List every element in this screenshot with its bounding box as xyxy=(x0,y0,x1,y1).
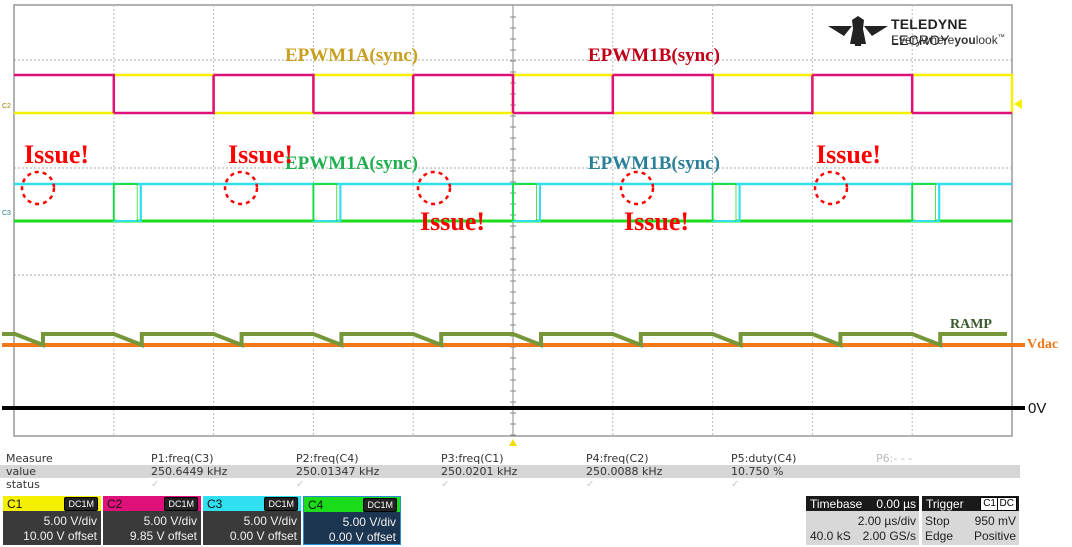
teledyne-logo-icon xyxy=(828,16,888,46)
param-value-p3: 250.0201 kHz xyxy=(441,465,518,478)
issue-marker-icon xyxy=(813,170,849,206)
channel-name: C4 xyxy=(308,498,324,512)
param-value-p5: 10.750 % xyxy=(731,465,784,478)
channel-header: C2 DC1M xyxy=(103,496,201,511)
volts-per-div: 5.00 V/div xyxy=(43,514,97,528)
param-value-p2: 250.01347 kHz xyxy=(296,465,380,478)
teledyne-lecroy-logo: TELEDYNE LECROY Everywhereyoulook™ xyxy=(828,14,1018,50)
channel-header: C3 DC1M xyxy=(203,496,301,511)
measure-value-row: value 250.6449 kHz 250.01347 kHz 250.020… xyxy=(0,465,1020,478)
status-check-icon: ✓ xyxy=(296,479,305,490)
param-name-p4[interactable]: P4:freq(C2) xyxy=(586,452,649,465)
trigger-title: Trigger xyxy=(926,497,964,511)
timebase-delay: 0.00 µs xyxy=(876,497,916,511)
volts-per-div: 5.00 V/div xyxy=(342,515,396,529)
issue-label: Issue! xyxy=(228,140,294,169)
channel-offset: 10.00 V offset xyxy=(23,529,97,543)
annotation-epwm1b-top: EPWM1B(sync) xyxy=(588,45,720,66)
svg-text:C2: C2 xyxy=(2,103,11,110)
measurement-table: Measure P1:freq(C3) P2:freq(C4) P3:freq(… xyxy=(0,450,1072,492)
param-name-p2[interactable]: P2:freq(C4) xyxy=(296,452,359,465)
channel-name: C2 xyxy=(107,497,123,511)
param-name-p1[interactable]: P1:freq(C3) xyxy=(151,452,214,465)
coupling-badge: DC1M xyxy=(363,498,397,512)
status-check-icon: ✓ xyxy=(731,479,740,490)
value-row-label: value xyxy=(6,465,37,478)
status-check-icon: ✓ xyxy=(151,479,160,490)
param-name-p5[interactable]: P5:duty(C4) xyxy=(731,452,797,465)
coupling-badge: DC1M xyxy=(164,497,198,511)
issue-label: Issue! xyxy=(24,140,90,169)
param-value-p4: 250.0088 kHz xyxy=(586,465,663,478)
annotation-epwm1a-mid: EPWM1A(sync) xyxy=(285,153,418,174)
measure-header-row: Measure P1:freq(C3) P2:freq(C4) P3:freq(… xyxy=(0,452,1020,465)
trigger-slope: Positive xyxy=(973,529,1016,543)
channel-offset: 9.85 V offset xyxy=(129,529,197,543)
channel-descriptor-c4[interactable]: C4 DC1M 5.00 V/div 0.00 V offset xyxy=(303,496,401,545)
channel-descriptor-c3[interactable]: C3 DC1M 5.00 V/div 0.00 V offset xyxy=(203,496,301,545)
coupling-badge: DC1M xyxy=(264,497,298,511)
measure-row-label: Measure xyxy=(6,452,53,465)
issue-marker-icon xyxy=(416,170,452,206)
waveform-display[interactable]: C2 C3 TELEDYNE LECROY Everywhereyoulook™ … xyxy=(0,0,1072,450)
issue-label: Issue! xyxy=(624,207,690,236)
param-value-p1: 250.6449 kHz xyxy=(151,465,228,478)
status-row-label: status xyxy=(6,478,40,491)
brand-name: TELEDYNE LECROY xyxy=(891,16,968,48)
trigger-position-marker xyxy=(509,439,517,446)
annotation-epwm1a-top: EPWM1A(sync) xyxy=(285,45,418,66)
status-check-icon: ✓ xyxy=(441,479,450,490)
trigger-descriptor[interactable]: Trigger C1 DC Stop 950 mV Edge Positive xyxy=(922,496,1019,545)
svg-text:C3: C3 xyxy=(2,210,11,217)
issue-label: Issue! xyxy=(816,140,882,169)
sample-count: 40.0 kS xyxy=(810,529,851,543)
channel-name: C1 xyxy=(7,497,23,511)
channel-header: C1 DC1M xyxy=(3,496,101,511)
issue-marker-icon xyxy=(20,170,56,206)
channel-name: C3 xyxy=(207,497,223,511)
param-name-p3[interactable]: P3:freq(C1) xyxy=(441,452,504,465)
channel-offset: 0.00 V offset xyxy=(229,529,297,543)
status-check-icon: ✓ xyxy=(586,479,595,490)
zero-volt-label: 0V xyxy=(1028,400,1047,417)
issue-label: Issue! xyxy=(420,207,486,236)
brand-tagline: Everywhereyoulook™ xyxy=(891,33,1005,47)
ramp-label: RAMP xyxy=(950,317,992,332)
measure-status-row: status ✓ ✓ ✓ ✓ ✓ xyxy=(0,478,1020,491)
channel-descriptor-c2[interactable]: C2 DC1M 5.00 V/div 9.85 V offset xyxy=(103,496,201,545)
trigger-level: 950 mV xyxy=(974,514,1016,528)
issue-marker-icon xyxy=(223,170,259,206)
issue-marker-icon xyxy=(619,170,655,206)
time-per-div: 2.00 µs/div xyxy=(857,514,916,528)
channel-header: C4 DC1M xyxy=(304,497,400,512)
param-name-p6[interactable]: P6:- - - xyxy=(876,452,913,465)
volts-per-div: 5.00 V/div xyxy=(243,514,297,528)
channel-descriptor-c1[interactable]: C1 DC1M 5.00 V/div 10.00 V offset xyxy=(3,496,101,545)
waveform-grid: C2 C3 xyxy=(2,4,1025,446)
channel-offset: 0.00 V offset xyxy=(328,530,396,544)
trigger-coupling-badge: DC xyxy=(996,497,1017,511)
annotation-epwm1b-mid: EPWM1B(sync) xyxy=(588,153,720,174)
ramp-waveform xyxy=(2,332,1007,348)
trigger-level-marker xyxy=(1014,99,1022,109)
sample-rate: 2.00 GS/s xyxy=(862,529,916,543)
vdac-label: Vdac xyxy=(1027,337,1059,352)
timebase-title: Timebase xyxy=(810,497,863,511)
timebase-descriptor[interactable]: Timebase 0.00 µs 2.00 µs/div 40.0 kS 2.00… xyxy=(806,496,919,545)
coupling-badge: DC1M xyxy=(64,497,98,511)
trigger-type: Edge xyxy=(925,529,954,543)
trigger-mode: Stop xyxy=(925,514,950,528)
volts-per-div: 5.00 V/div xyxy=(143,514,197,528)
